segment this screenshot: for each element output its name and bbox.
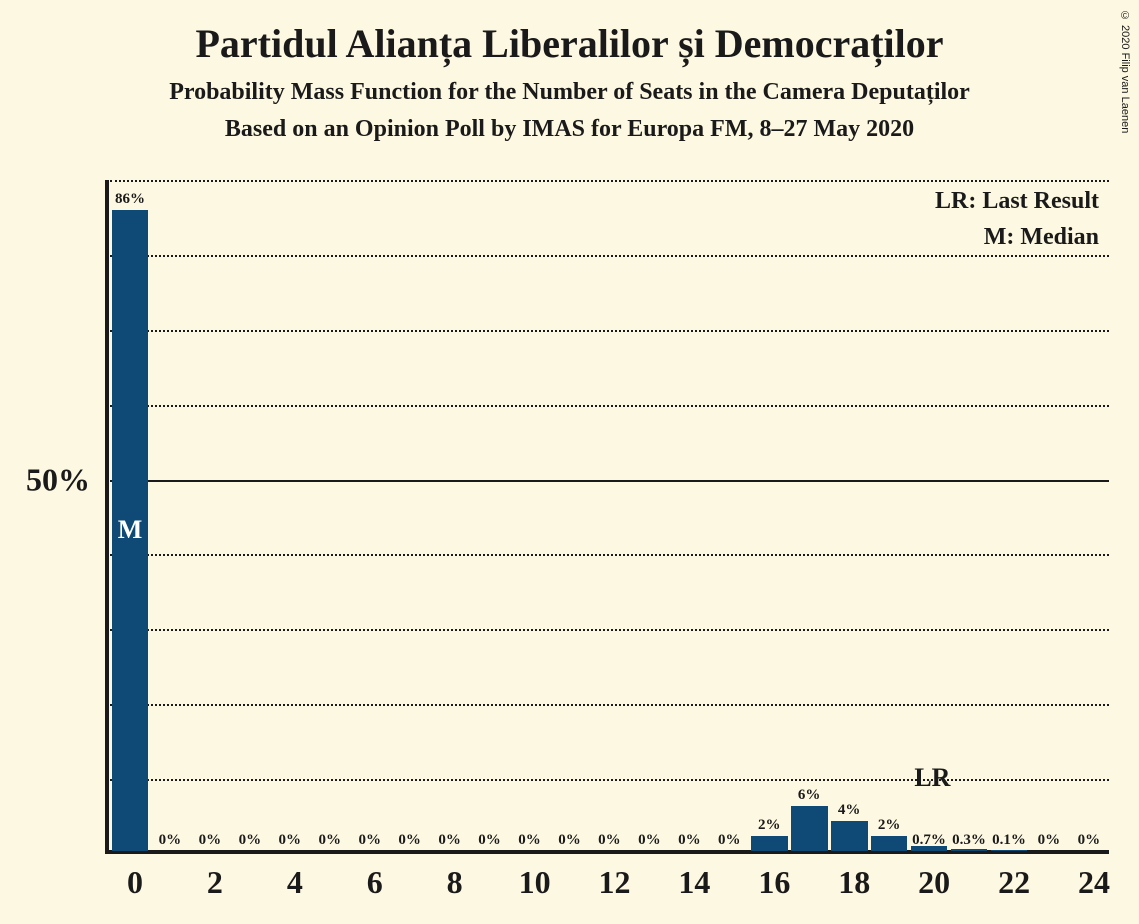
bar-label-11: 0%	[558, 832, 581, 849]
x-tick-2: 2	[207, 864, 223, 901]
bar-20	[911, 846, 948, 851]
bar-slot-23: 0%	[1029, 180, 1069, 851]
x-tick-4: 4	[287, 864, 303, 901]
bar-slot-2: 0%	[190, 180, 230, 851]
bar-16: 2%	[751, 836, 788, 851]
bar-label-18: 4%	[838, 802, 861, 819]
bar-slot-6: 0%	[350, 180, 390, 851]
bar-slot-3: 0%	[230, 180, 270, 851]
bar-21	[951, 849, 988, 851]
chart-area: 50% LR: Last Result M: Median 86%M0%0%0%…	[100, 180, 1109, 854]
bar-label-23: 0%	[1038, 832, 1061, 849]
bar-label-5: 0%	[318, 832, 341, 849]
chart-subtitle-2: Based on an Opinion Poll by IMAS for Eur…	[20, 116, 1119, 143]
bar-label-2: 0%	[199, 832, 222, 849]
bar-slot-7: 0%	[390, 180, 430, 851]
bar-label-1: 0%	[159, 832, 182, 849]
bars-container: 86%M0%0%0%0%0%0%0%0%0%0%0%0%0%0%0%2%6%4%…	[110, 180, 1109, 851]
x-tick-24: 24	[1078, 864, 1110, 901]
bar-slot-21: 0.3%	[949, 180, 989, 851]
bar-label-16: 2%	[758, 817, 781, 834]
x-tick-8: 8	[447, 864, 463, 901]
bar-label-7: 0%	[398, 832, 421, 849]
bar-label-17: 6%	[798, 787, 821, 804]
bar-label-0: 86%	[115, 191, 145, 208]
bar-slot-20: 0.7%	[909, 180, 949, 851]
bar-label-9: 0%	[478, 832, 501, 849]
bar-label-15: 0%	[718, 832, 741, 849]
y-tick-label-50: 50%	[26, 461, 90, 498]
bar-slot-10: 0%	[510, 180, 550, 851]
bar-slot-22: 0.1%	[989, 180, 1029, 851]
median-marker: M	[118, 515, 143, 545]
bar-22	[991, 850, 1028, 851]
bar-slot-11: 0%	[549, 180, 589, 851]
bar-0: 86%M	[112, 210, 149, 851]
bar-slot-4: 0%	[270, 180, 310, 851]
bar-slot-5: 0%	[310, 180, 350, 851]
x-tick-10: 10	[519, 864, 551, 901]
x-tick-14: 14	[678, 864, 710, 901]
bar-label-13: 0%	[638, 832, 661, 849]
bar-label-8: 0%	[438, 832, 461, 849]
bar-slot-12: 0%	[589, 180, 629, 851]
bar-slot-1: 0%	[150, 180, 190, 851]
bar-18: 4%	[831, 821, 868, 851]
x-tick-18: 18	[838, 864, 870, 901]
bar-label-24: 0%	[1078, 832, 1101, 849]
bar-label-19: 2%	[878, 817, 901, 834]
copyright-text: © 2020 Filip van Laenen	[1119, 10, 1131, 133]
bar-label-21: 0.3%	[952, 832, 986, 849]
bar-19: 2%	[871, 836, 908, 851]
x-tick-0: 0	[127, 864, 143, 901]
bar-slot-17: 6%	[789, 180, 829, 851]
bar-label-12: 0%	[598, 832, 621, 849]
bar-slot-16: 2%	[749, 180, 789, 851]
bar-label-22: 0.1%	[992, 832, 1026, 849]
bar-slot-8: 0%	[430, 180, 470, 851]
bar-label-4: 0%	[279, 832, 302, 849]
bar-slot-18: 4%	[829, 180, 869, 851]
x-tick-22: 22	[998, 864, 1030, 901]
bar-slot-24: 0%	[1069, 180, 1109, 851]
bar-slot-0: 86% M	[110, 180, 150, 851]
chart-title: Partidul Alianța Liberalilor și Democraț…	[20, 20, 1119, 67]
x-tick-12: 12	[599, 864, 631, 901]
lr-marker: LR	[914, 763, 950, 793]
bar-slot-9: 0%	[470, 180, 510, 851]
y-axis	[105, 180, 109, 854]
bar-label-3: 0%	[239, 832, 262, 849]
bar-17: 6%	[791, 806, 828, 851]
bar-slot-19: 2%	[869, 180, 909, 851]
x-tick-20: 20	[918, 864, 950, 901]
bar-label-6: 0%	[358, 832, 381, 849]
bar-label-10: 0%	[518, 832, 541, 849]
chart-subtitle-1: Probability Mass Function for the Number…	[20, 79, 1119, 106]
bar-label-14: 0%	[678, 832, 701, 849]
bar-slot-15: 0%	[709, 180, 749, 851]
bar-slot-13: 0%	[629, 180, 669, 851]
x-tick-16: 16	[758, 864, 790, 901]
x-tick-6: 6	[367, 864, 383, 901]
bar-slot-14: 0%	[669, 180, 709, 851]
